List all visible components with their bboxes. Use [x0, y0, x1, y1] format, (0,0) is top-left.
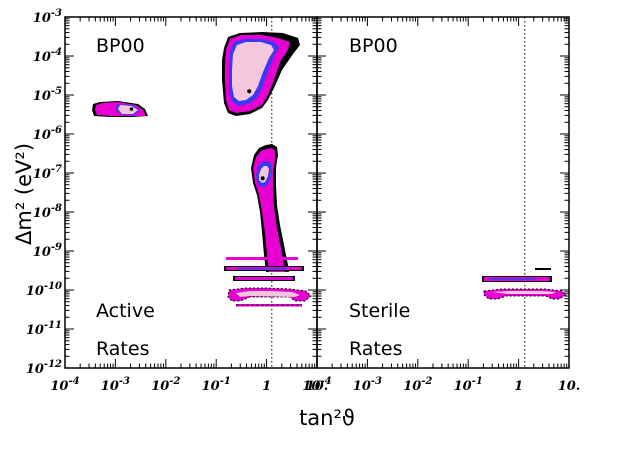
- x-tick-label: 10-4: [302, 376, 331, 394]
- best-fit-sma: [129, 107, 134, 111]
- vac-band: [490, 278, 536, 280]
- best-fit-low: [260, 176, 265, 181]
- flux-label: BP00: [349, 35, 398, 57]
- ticks-sterile: [316, 16, 570, 369]
- best-fit-lma: [247, 89, 252, 94]
- y-axis-title: Δm² (eV²): [12, 143, 36, 245]
- x-tick-label: 10.: [306, 379, 329, 394]
- y-tick-label: 10-11: [26, 320, 62, 338]
- x-tick-labels: 10-4 10-3 10-2 10-1 1 10.10-4 10-3 10-2 10-1 1 10.: [50, 376, 580, 394]
- y-tick-label: 10-9: [33, 242, 62, 260]
- type-label: Sterile: [349, 300, 410, 322]
- region-lma: [222, 32, 300, 116]
- x-tick-label: 10-2: [403, 376, 432, 394]
- contour-sma-90: [118, 105, 138, 114]
- type-label: Active: [96, 300, 155, 322]
- contour-lma-90: [232, 42, 274, 101]
- y-tick-label: 10-6: [33, 125, 62, 143]
- region-vac: [482, 268, 567, 300]
- vac-band: [535, 268, 551, 270]
- y-tick-label: 10-8: [33, 203, 62, 221]
- x-tick-label: 10-1: [454, 376, 483, 394]
- x-axis-title: tan²ϑ: [299, 406, 355, 430]
- y-tick-label: 10-12: [26, 359, 62, 377]
- panel-active: BP00 Active Rates: [64, 16, 318, 369]
- region-low: [251, 144, 289, 272]
- x-tick-label: 10-1: [202, 376, 231, 394]
- y-tick-labels: 10-3 10-4 10-5 10-6 10-7 10-8 10-9 10-10 10-11 10…: [26, 8, 62, 377]
- vac-band: [492, 291, 556, 294]
- vac-band: [227, 287, 312, 302]
- vac-band: [235, 277, 293, 280]
- vac-band: [236, 291, 300, 297]
- flux-label: BP00: [96, 35, 145, 57]
- y-tick-label: 10-5: [33, 86, 62, 104]
- x-tick-label: 1: [514, 379, 523, 394]
- x-tick-label: 10-3: [353, 376, 382, 394]
- vac-band: [237, 267, 287, 270]
- x-tick-label: 10.: [558, 379, 581, 394]
- y-tick-label: 10-3: [33, 8, 62, 26]
- y-tick-label: 10-4: [33, 47, 62, 65]
- panel-sterile: BP00 Sterile Rates: [316, 16, 570, 369]
- x-tick-label: 1: [262, 379, 271, 394]
- y-tick-label: 10-7: [33, 164, 62, 182]
- vac-band: [483, 288, 567, 300]
- x-tick-label: 10-3: [101, 376, 130, 394]
- rates-label: Rates: [349, 338, 402, 360]
- x-tick-label: 10-2: [151, 376, 180, 394]
- y-tick-label: 10-10: [26, 281, 62, 299]
- vac-band: [226, 257, 298, 260]
- x-tick-label: 10-4: [50, 376, 79, 394]
- region-vac: [224, 257, 312, 307]
- rates-label: Rates: [96, 338, 149, 360]
- panel-sterile-frame: [316, 16, 570, 369]
- region-sma: [92, 101, 148, 117]
